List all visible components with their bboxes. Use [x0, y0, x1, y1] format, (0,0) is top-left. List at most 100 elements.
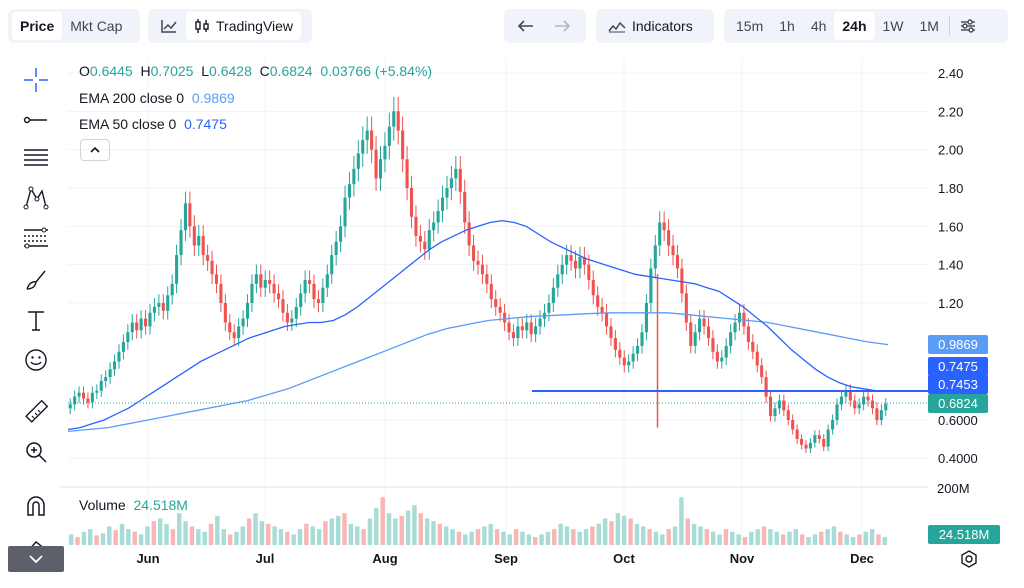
candle-body	[870, 400, 875, 409]
volume-bar	[68, 534, 74, 545]
l-value: 0.6428	[209, 63, 252, 79]
candle-body	[90, 392, 94, 403]
x-axis: Jun Jul Aug Sep Oct Nov Dec	[136, 551, 873, 566]
ema200-line	[67, 312, 889, 433]
timeframe-1w[interactable]: 1W	[882, 18, 904, 34]
timeframe-15m[interactable]: 15m	[736, 18, 764, 34]
timeframe-1m[interactable]: 1M	[919, 18, 939, 34]
volume-bar	[876, 534, 881, 545]
crosshair-icon	[24, 68, 48, 92]
timeframe-24h[interactable]: 24h	[834, 12, 875, 40]
volume-bar	[526, 534, 532, 545]
candle-body	[241, 318, 245, 327]
tab-mktcap[interactable]: Mkt Cap	[70, 18, 123, 34]
candle-body	[839, 396, 844, 405]
volume-bar	[399, 515, 404, 545]
c-value: 0.6824	[269, 63, 313, 79]
candle-body	[520, 326, 524, 331]
candle-body	[423, 241, 427, 250]
candle-body	[228, 322, 232, 333]
timeframe-4h[interactable]: 4h	[810, 18, 827, 34]
volume-bar	[164, 523, 169, 545]
candle-body	[405, 159, 409, 189]
indicators-icon	[608, 21, 626, 33]
volume-bar	[730, 531, 735, 545]
candle-body	[804, 444, 808, 449]
candle-body	[112, 361, 117, 370]
volume-bar	[418, 513, 424, 545]
volume-bar	[532, 537, 538, 545]
text-tool[interactable]	[16, 304, 56, 336]
undo-button[interactable]	[508, 12, 544, 40]
candle-body	[737, 312, 742, 323]
collapse-legend-button[interactable]	[80, 139, 110, 161]
line-chart-button[interactable]	[152, 12, 186, 40]
top-toolbar: Price Mkt Cap TradingView Indicators 15m…	[0, 0, 1024, 52]
candle-body	[449, 178, 453, 189]
pattern-tool[interactable]	[16, 182, 56, 214]
chart-grid	[68, 58, 928, 545]
tab-price[interactable]: Price	[12, 12, 63, 40]
volume-bar	[342, 513, 347, 545]
volume-bar	[361, 529, 366, 545]
candle-body	[401, 130, 405, 160]
candle-body	[214, 274, 219, 284]
horizontal-lines-icon	[24, 149, 48, 166]
x-tick-label: Oct	[613, 551, 635, 566]
volume-bar	[221, 529, 226, 545]
horizontal-lines-tool[interactable]	[16, 142, 56, 174]
volume-bar	[710, 531, 716, 545]
volume-bar	[812, 534, 818, 545]
volume-bar	[850, 537, 856, 545]
volume-bar	[602, 518, 608, 545]
candle-body	[800, 439, 804, 445]
redo-button[interactable]	[544, 12, 580, 40]
volume-bar	[545, 531, 551, 545]
zoom-tool[interactable]	[16, 436, 56, 468]
candle-body	[831, 420, 835, 430]
candle-body	[95, 390, 99, 393]
candle-body	[334, 241, 338, 256]
volume-bar	[685, 518, 690, 545]
volume-bar	[126, 529, 131, 545]
candle-body	[746, 326, 750, 342]
timeframe-1h[interactable]: 1h	[779, 18, 795, 34]
brush-tool[interactable]	[16, 264, 56, 296]
arrow-right-icon	[555, 20, 571, 32]
collapse-toolbar-button[interactable]	[8, 546, 64, 572]
volume-bar	[469, 531, 474, 545]
volume-bar	[310, 526, 315, 545]
candle-body	[121, 342, 125, 352]
candle-body	[259, 274, 263, 288]
indicators-button[interactable]: Indicators	[600, 12, 701, 40]
volume-bar	[412, 505, 417, 545]
ema50-line	[67, 219, 889, 431]
candle-body	[161, 303, 165, 311]
fib-tool[interactable]	[16, 222, 56, 254]
candle-body	[547, 303, 551, 313]
volume-bar	[450, 529, 455, 545]
volume-bar	[571, 529, 576, 545]
magnet-tool[interactable]	[16, 490, 56, 522]
candle-body	[232, 332, 236, 339]
candle-body	[387, 126, 391, 146]
candle-body	[365, 130, 369, 141]
volume-bar	[177, 513, 182, 545]
volume-bars	[68, 497, 888, 545]
measure-tool[interactable]	[16, 396, 56, 428]
ema50-legend[interactable]: EMA 50 close 0 0.7475	[79, 116, 227, 132]
trend-line-tool[interactable]	[16, 104, 56, 136]
volume-bar	[717, 534, 722, 545]
y-tick-label: 1.60	[938, 219, 963, 234]
crosshair-tool[interactable]	[16, 64, 56, 96]
candle-body	[135, 322, 139, 331]
ema200-legend[interactable]: EMA 200 close 0 0.9869	[79, 90, 235, 106]
settings-button[interactable]	[952, 12, 984, 40]
emoji-tool[interactable]	[16, 344, 56, 376]
tradingview-button[interactable]: TradingView	[186, 12, 302, 40]
y-tick-label: 1.40	[938, 258, 963, 273]
volume-bar	[558, 523, 563, 545]
candle-body	[250, 283, 254, 303]
chart-settings-button[interactable]	[958, 548, 980, 570]
